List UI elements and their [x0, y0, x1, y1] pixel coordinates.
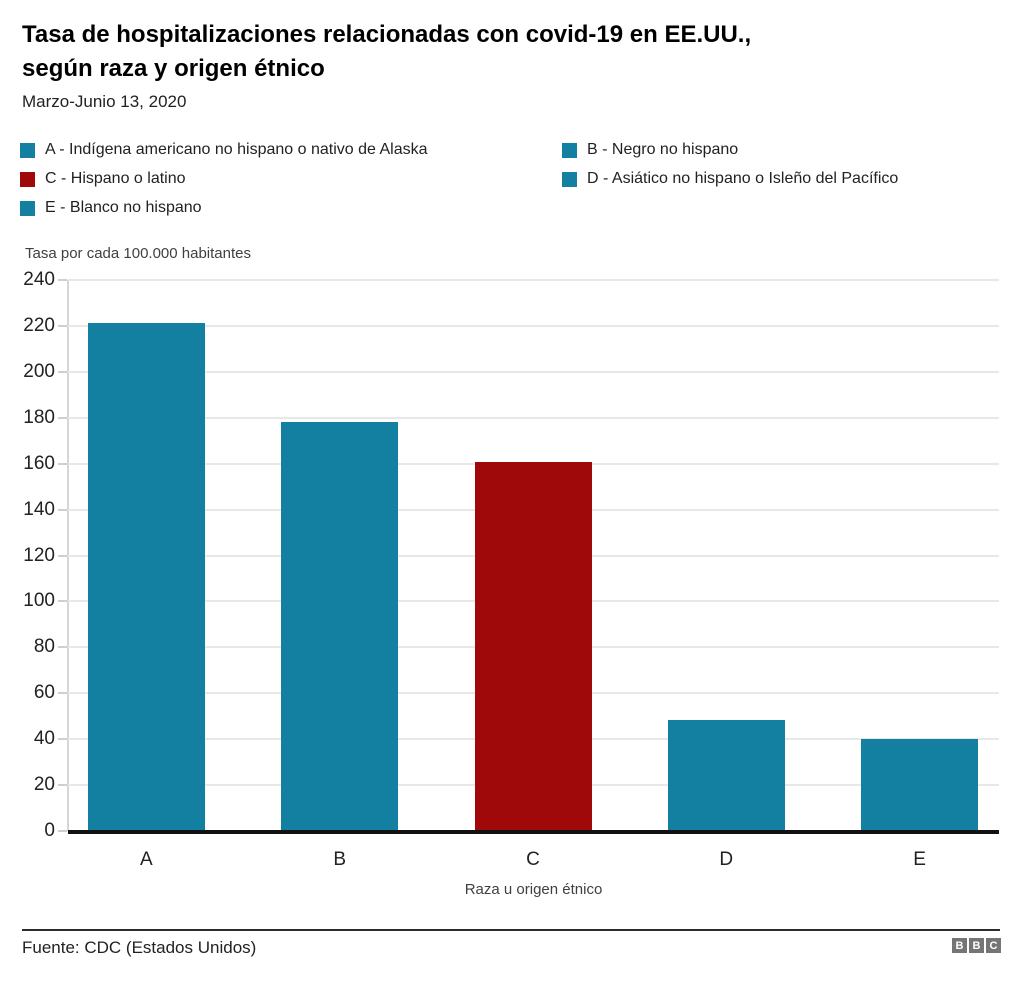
y-axis-unit-label: Tasa por cada 100.000 habitantes: [25, 245, 252, 262]
y-axis-tick: [58, 600, 67, 603]
y-tick-label: 120: [23, 544, 55, 566]
gridline: [68, 416, 999, 419]
y-axis-tick: [58, 554, 67, 557]
chart-title-line2: según raza y origen étnico: [22, 55, 325, 82]
y-axis-tick-labels: 0 20 40 60 80 100 120 140 160 180 200 220 240: [0, 269, 55, 841]
legend-swatch: [562, 171, 577, 187]
y-axis-tick: [58, 370, 67, 373]
legend-item: E - Blanco no hispano: [20, 200, 562, 216]
legend-label: E - Blanco no hispano: [45, 199, 202, 216]
legend-item: D - Asiático no hispano o Isleño del Pac…: [562, 171, 1004, 187]
bar: [281, 422, 399, 831]
x-category-label: E: [913, 849, 926, 870]
bbc-logo-block: B: [952, 938, 967, 953]
y-tick-label: 80: [33, 636, 55, 658]
legend-label: D - Asiático no hispano o Isleño del Pac…: [587, 170, 899, 187]
legend-item: C - Hispano o latino: [20, 171, 562, 187]
gridline: [68, 370, 999, 373]
legend-swatch: [20, 200, 35, 216]
bar: [87, 323, 205, 831]
y-tick-label: 60: [33, 682, 55, 704]
legend-item: A - Indígena americano no hispano o nati…: [20, 142, 562, 158]
gridline: [68, 279, 999, 281]
legend-label: B - Negro no hispano: [587, 141, 739, 158]
y-tick-label: 20: [33, 774, 55, 796]
legend-swatch: [562, 142, 577, 158]
y-axis-tick: [58, 646, 67, 649]
y-axis-tick: [58, 324, 67, 327]
y-tick-label: 220: [23, 314, 55, 336]
legend-swatch: [20, 171, 35, 187]
gridline: [68, 324, 999, 327]
y-axis-tick: [58, 279, 67, 281]
y-axis-tick: [58, 738, 67, 741]
legend-label: A - Indígena americano no hispano o nati…: [45, 141, 428, 158]
bar-chart-plot-area: Raza u origen étnico A B C D E: [58, 279, 999, 898]
bar: [861, 738, 979, 831]
y-tick-label: 40: [33, 728, 55, 750]
legend: A - Indígena americano no hispano o nati…: [20, 142, 1004, 216]
y-tick-label: 180: [23, 406, 55, 428]
chart-title: Tasa de hospitalizaciones relacionadas c…: [22, 18, 1002, 86]
x-category-label: B: [333, 849, 347, 870]
legend-swatch: [20, 142, 35, 158]
x-axis-line: [68, 830, 999, 834]
x-category-label: A: [140, 849, 153, 870]
x-axis-title: Raza u origen étnico: [464, 881, 603, 898]
chart-subtitle: Marzo-Junio 13, 2020: [22, 92, 187, 111]
y-axis-tick: [58, 830, 67, 832]
y-tick-label: 100: [23, 590, 55, 612]
y-tick-label: 200: [23, 360, 55, 382]
footer-divider: [22, 929, 1000, 931]
legend-item: B - Negro no hispano: [562, 142, 1004, 158]
x-category-label: C: [526, 849, 540, 870]
y-axis-tick: [58, 416, 67, 419]
y-axis-tick: [58, 462, 67, 465]
y-tick-label: 160: [23, 452, 55, 474]
bbc-logo-block: B: [969, 938, 984, 953]
legend-label: C - Hispano o latino: [45, 170, 186, 187]
chart-title-line1: Tasa de hospitalizaciones relacionadas c…: [22, 21, 752, 48]
x-category-label: D: [719, 849, 734, 870]
y-axis-tick: [58, 784, 67, 787]
bbc-logo-block: C: [986, 938, 1001, 953]
bar: [667, 719, 785, 831]
bar: [474, 462, 592, 831]
y-axis-tick: [58, 692, 67, 695]
y-tick-label: 240: [23, 269, 55, 290]
y-axis-tick: [58, 508, 67, 511]
y-tick-label: 140: [23, 498, 55, 520]
source-text: Fuente: CDC (Estados Unidos): [22, 938, 257, 957]
y-tick-label: 0: [44, 820, 55, 841]
